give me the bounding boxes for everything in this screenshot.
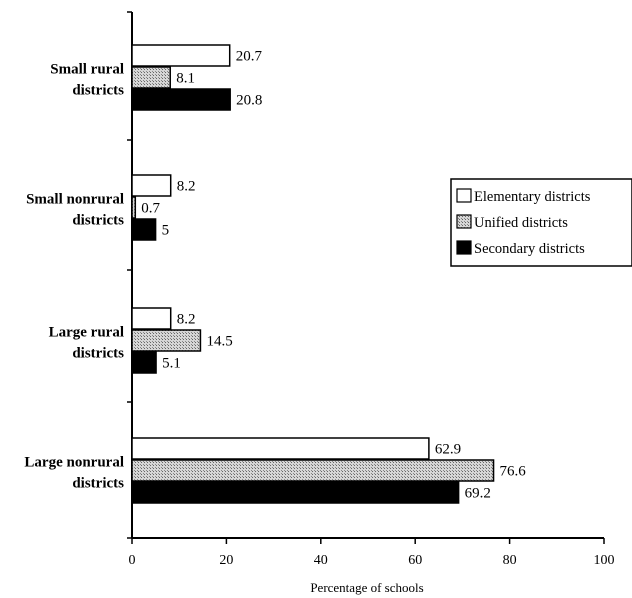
legend-box [450, 178, 632, 267]
category-label: Large nonrural districts [24, 455, 124, 492]
labels: Small rural districts Small nonrural distri… [24, 49, 526, 502]
data-label: 69.2 [465, 486, 491, 502]
bar [131, 88, 231, 111]
legend: Elementary districts Unified districts Sec… [450, 178, 632, 267]
data-label: 62.9 [435, 442, 461, 458]
legend-swatch [456, 188, 472, 203]
category-label: Small nonrural districts [26, 192, 124, 229]
data-label: 5 [162, 223, 170, 239]
x-axis-label: Percentage of schools [310, 580, 423, 595]
data-label: 0.7 [141, 201, 160, 217]
bar [131, 481, 460, 504]
bars [131, 44, 495, 504]
bar [131, 307, 172, 330]
data-label: 14.5 [206, 334, 232, 350]
data-label: 76.6 [500, 464, 527, 480]
legend-swatch [456, 240, 472, 255]
data-label: 5.1 [162, 356, 181, 372]
x-tick-label: 80 [503, 553, 517, 568]
bar [131, 44, 231, 67]
data-label: 8.2 [177, 312, 196, 328]
bar [131, 218, 157, 241]
x-tick-label: 100 [594, 553, 615, 568]
legend-label: Elementary districts [474, 189, 591, 205]
x-tick-label: 60 [408, 553, 422, 568]
bar [131, 437, 430, 460]
data-label: 20.8 [236, 93, 262, 109]
data-label: 8.1 [176, 71, 195, 87]
legend-label: Unified districts [474, 215, 568, 231]
category-label: Large rural districts [49, 325, 125, 362]
bar [131, 351, 157, 374]
legend-swatch [456, 214, 472, 229]
bar [131, 66, 171, 89]
bar [131, 196, 137, 219]
data-label: 8.2 [177, 179, 196, 195]
data-label: 20.7 [236, 49, 263, 65]
legend-label: Secondary districts [474, 241, 585, 257]
bar [131, 329, 202, 352]
x-tick-label: 20 [219, 553, 233, 568]
category-label: Small rural districts [50, 62, 124, 99]
x-tick-label: 0 [129, 553, 136, 568]
bar [131, 174, 172, 197]
bar [131, 459, 495, 482]
x-tick-label: 40 [314, 553, 328, 568]
